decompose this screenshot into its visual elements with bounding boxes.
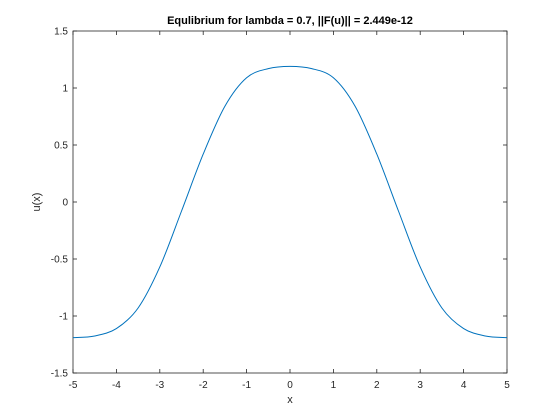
chart-title: Equlibrium for lambda = 0.7, ||F(u)|| = … bbox=[167, 15, 413, 27]
x-tick-label: 4 bbox=[461, 380, 467, 391]
tick-labels: -5 -4 -3 -2 -1 0 1 2 3 4 5 -1.5 -1 -0.5 0 0.5 1 1.5 bbox=[51, 27, 510, 392]
y-tick-label: -1 bbox=[59, 312, 68, 323]
axis-ticks bbox=[72, 30, 508, 374]
y-tick-label: -0.5 bbox=[51, 255, 69, 266]
x-tick-label: 1 bbox=[331, 380, 337, 391]
x-tick-label: 3 bbox=[417, 380, 423, 391]
x-tick-label: 5 bbox=[504, 380, 510, 391]
y-tick-label: 1 bbox=[62, 84, 68, 95]
y-tick-label: 1.5 bbox=[54, 27, 68, 38]
series-line bbox=[72, 65, 508, 339]
series-layer bbox=[72, 65, 508, 339]
x-axis-label: x bbox=[287, 394, 293, 406]
x-tick-label: -4 bbox=[112, 380, 121, 391]
y-axis-label: u(x) bbox=[31, 193, 43, 212]
x-tick-label: -3 bbox=[155, 380, 164, 391]
x-tick-label: -2 bbox=[199, 380, 208, 391]
x-tick-label: -5 bbox=[69, 380, 78, 391]
y-tick-label: 0.5 bbox=[54, 141, 68, 152]
x-tick-label: 0 bbox=[287, 380, 293, 391]
plot-area bbox=[72, 30, 508, 374]
y-tick-label: 0 bbox=[62, 198, 68, 209]
x-tick-label: 2 bbox=[374, 380, 380, 391]
y-tick-label: -1.5 bbox=[51, 369, 69, 380]
x-tick-label: -1 bbox=[242, 380, 251, 391]
